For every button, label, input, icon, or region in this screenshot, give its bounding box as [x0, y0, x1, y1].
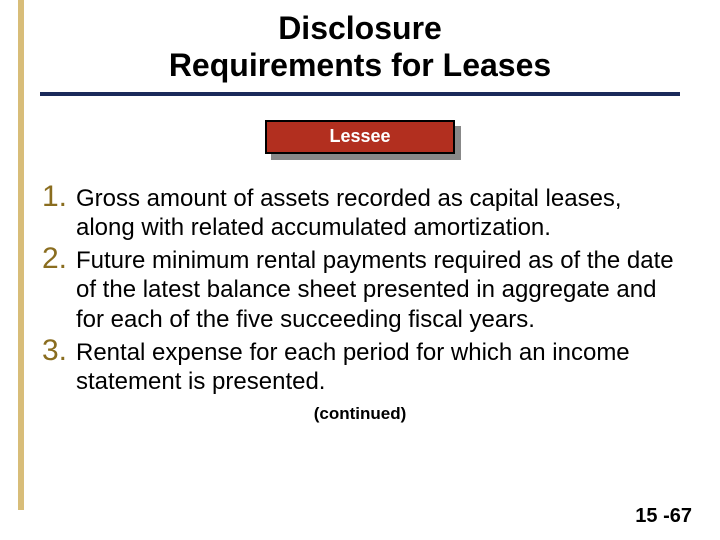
numbered-list: 1. Gross amount of assets recorded as ca…	[42, 182, 678, 397]
list-item: 2. Future minimum rental payments requir…	[42, 244, 678, 334]
item-number: 1.	[42, 182, 76, 212]
title-line-1: Disclosure	[40, 10, 680, 47]
item-text: Future minimum rental payments required …	[76, 246, 678, 334]
badge-label: Lessee	[265, 120, 455, 154]
item-text: Gross amount of assets recorded as capit…	[76, 184, 678, 243]
page-number: 15 -67	[635, 505, 692, 528]
item-text: Rental expense for each period for which…	[76, 338, 678, 397]
title-underline	[40, 92, 680, 96]
item-number: 3.	[42, 336, 76, 366]
list-item: 1. Gross amount of assets recorded as ca…	[42, 182, 678, 243]
lessee-badge: Lessee	[0, 120, 720, 160]
left-accent-bar	[18, 0, 24, 510]
continued-label: (continued)	[0, 404, 720, 424]
title-line-2: Requirements for Leases	[40, 47, 680, 84]
list-item: 3. Rental expense for each period for wh…	[42, 336, 678, 397]
slide-title: Disclosure Requirements for Leases	[0, 0, 720, 84]
item-number: 2.	[42, 244, 76, 274]
